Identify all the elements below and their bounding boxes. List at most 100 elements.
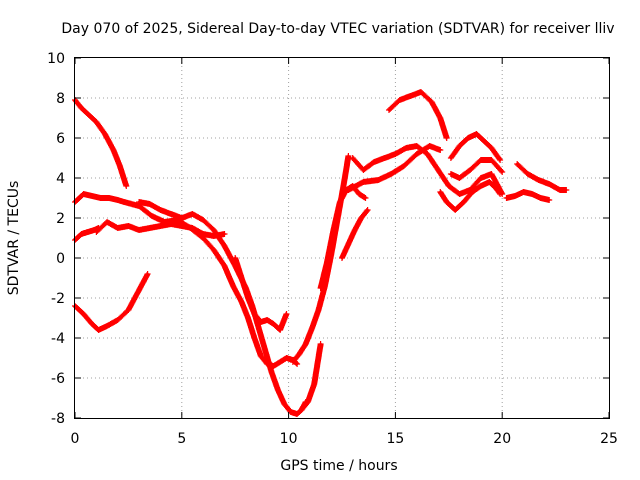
data-point: [263, 348, 267, 352]
data-point: [515, 162, 519, 166]
data-point: [505, 196, 508, 200]
data-point: [458, 192, 461, 196]
data-point: [347, 242, 350, 246]
data-point: [276, 388, 280, 392]
data-point: [338, 200, 342, 204]
data-point: [291, 360, 295, 364]
data-point: [462, 200, 465, 204]
data-point: [404, 146, 408, 150]
data-point: [285, 356, 288, 360]
data-point: [353, 228, 357, 232]
marker-trail: [317, 183, 369, 291]
y-axis-title: SDTVAR / TECUs: [6, 181, 22, 296]
data-point: [445, 200, 448, 204]
data-point: [479, 158, 483, 162]
data-point: [180, 216, 183, 220]
data-point: [479, 184, 483, 188]
data-point: [283, 402, 286, 406]
data-point: [490, 158, 493, 162]
y-tick-label: 8: [56, 91, 65, 107]
data-point: [454, 208, 457, 212]
data-point: [212, 234, 216, 238]
series-track-12: [339, 207, 371, 261]
data-point: [90, 194, 94, 198]
y-tick-label: -6: [51, 371, 65, 387]
series-track-11: [317, 183, 369, 291]
data-point: [398, 98, 401, 102]
data-point: [137, 228, 141, 232]
data-point: [95, 230, 98, 234]
data-point: [127, 308, 130, 312]
data-point: [201, 236, 205, 240]
data-point: [362, 180, 365, 184]
data-point: [471, 190, 474, 194]
series-track-8: [232, 255, 290, 333]
series-track-10: [298, 341, 324, 413]
x-tick-label: 20: [493, 431, 511, 447]
data-point: [317, 308, 320, 312]
data-point: [449, 156, 453, 160]
data-point: [107, 196, 111, 200]
data-point: [430, 100, 433, 104]
data-point: [201, 218, 205, 222]
data-point: [253, 312, 256, 316]
marker-trail: [349, 143, 506, 197]
data-point: [447, 184, 450, 188]
data-point: [148, 226, 151, 230]
data-point: [357, 192, 361, 196]
data-point: [278, 360, 282, 364]
data-point: [526, 172, 530, 176]
marker-trail: [339, 207, 371, 261]
data-point: [246, 296, 250, 300]
series-track-13: [349, 143, 506, 197]
data-point: [323, 284, 327, 288]
data-point: [445, 136, 448, 140]
y-tick-label: -2: [51, 291, 65, 307]
data-point: [347, 188, 350, 192]
data-point: [490, 172, 493, 176]
series-track-17: [447, 157, 506, 181]
x-tick-label: 25: [600, 431, 618, 447]
data-point: [231, 284, 235, 288]
data-point: [82, 192, 85, 196]
data-point: [116, 198, 119, 202]
series-track-19: [503, 189, 553, 203]
data-point: [366, 208, 369, 212]
data-point: [537, 178, 540, 182]
data-point: [118, 164, 122, 168]
plot-frame: [74, 57, 610, 419]
data-point: [428, 144, 431, 148]
grid: [75, 58, 609, 418]
data-point: [300, 408, 303, 412]
marker-trail: [514, 161, 570, 193]
data-point: [295, 362, 299, 366]
data-point: [530, 192, 534, 196]
data-point: [212, 248, 216, 252]
y-tick-label: 0: [56, 251, 65, 267]
data-point: [340, 256, 344, 260]
data-point: [547, 198, 551, 202]
y-tick-label: -8: [51, 411, 65, 427]
data-point: [105, 220, 109, 224]
data-point: [150, 214, 154, 218]
x-axis-title: GPS time / hours: [280, 458, 397, 474]
data-point: [313, 382, 316, 386]
data-point: [436, 168, 440, 172]
data-point: [295, 412, 299, 416]
data-point: [259, 354, 263, 358]
data-point: [468, 168, 472, 172]
x-tick-label: 0: [71, 431, 80, 447]
data-point: [80, 232, 83, 236]
data-point: [360, 216, 363, 220]
data-point: [266, 318, 269, 322]
data-point: [419, 90, 423, 94]
series-track-16: [437, 179, 504, 213]
data-point: [402, 164, 406, 168]
data-point: [304, 342, 307, 346]
series-track-6: [121, 199, 301, 369]
y-tick-label: 10: [47, 51, 65, 67]
data-point: [306, 400, 310, 404]
data-point: [439, 190, 442, 194]
data-point: [240, 276, 243, 280]
